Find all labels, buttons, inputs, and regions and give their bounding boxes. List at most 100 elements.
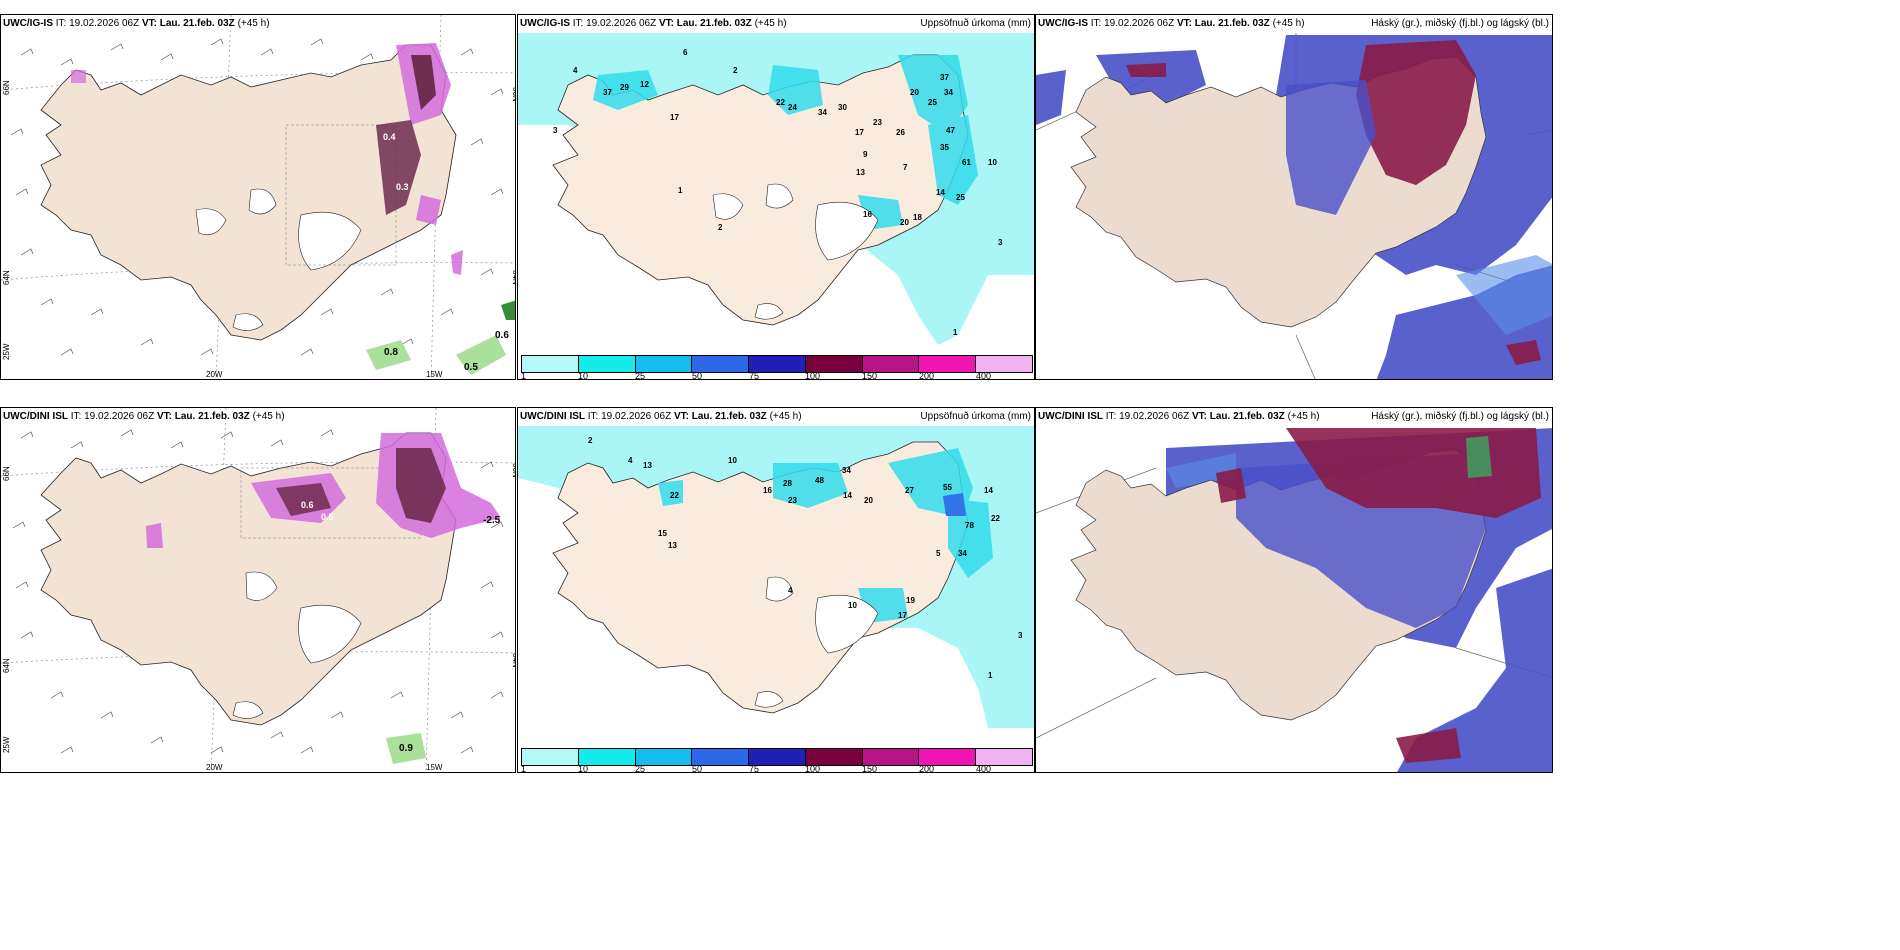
svg-text:2: 2 (733, 66, 738, 75)
svg-text:37: 37 (940, 73, 949, 82)
grid-label-66n: 66N (2, 466, 11, 481)
colorbar-tick: 50 (692, 764, 703, 773)
panel-title: UWC/IG-IS IT: 19.02.2026 06Z VT: Lau. 21… (520, 18, 787, 29)
colorbar-tick: 150 (862, 371, 878, 380)
colorbar-bin (919, 356, 977, 372)
panel-top-right-cloud-map: UWC/IG-IS IT: 19.02.2026 06Z VT: Lau. 21… (1035, 14, 1553, 380)
svg-text:17: 17 (670, 113, 679, 122)
value-label: 0.5 (464, 362, 478, 373)
model-name: UWC/DINI ISL (1038, 411, 1103, 422)
svg-text:18: 18 (913, 213, 922, 222)
colorbar-bin (976, 749, 1033, 765)
wind-barbs (10, 38, 504, 356)
svg-text:20: 20 (864, 496, 873, 505)
init-time: IT: 19.02.2026 06Z (587, 411, 672, 422)
colorbar-tick: 10 (578, 371, 589, 380)
svg-text:23: 23 (873, 118, 882, 127)
svg-text:10: 10 (988, 158, 997, 167)
svg-text:3: 3 (553, 126, 558, 135)
svg-text:3: 3 (1018, 631, 1023, 640)
svg-text:22: 22 (670, 491, 679, 500)
precip-amount-labels: 37 29 12 17 6 3 4 2 1 22 24 34 30 17 23 … (553, 48, 1003, 337)
svg-text:13: 13 (643, 461, 652, 470)
colorbar-tick: 1 (521, 764, 527, 773)
svg-text:17: 17 (898, 611, 907, 620)
init-time: IT: 19.02.2026 06Z (1090, 18, 1175, 29)
svg-text:9: 9 (863, 150, 868, 159)
grid-label-20w: 20W (206, 763, 223, 772)
panel-bottom-left-wind-map: 0.9 0.6 0.5 -2.5 66N 64N 25W 20W 15W 66N… (0, 407, 516, 773)
lead-time: (+45 h) (769, 411, 802, 422)
panel-title: UWC/DINI ISL IT: 19.02.2026 06Z VT: Lau.… (520, 411, 802, 422)
precip-heavy-shade (943, 493, 966, 516)
panel-title: UWC/IG-IS IT: 19.02.2026 06Z VT: Lau. 21… (1038, 18, 1305, 29)
colorbar-tick: 25 (635, 764, 646, 773)
svg-text:14: 14 (984, 486, 993, 495)
map-canvas: 0.9 0.6 0.5 -2.5 66N 64N 25W 20W 15W 66N… (1, 408, 515, 772)
colorbar-tick: 100 (805, 371, 821, 380)
grid-label-25w: 25W (2, 736, 11, 753)
svg-text:25: 25 (956, 193, 965, 202)
colorbar-tick: 50 (692, 371, 703, 380)
glaciers (712, 183, 879, 320)
map-canvas (1036, 428, 1552, 772)
value-label: 0.3 (396, 182, 409, 192)
model-name: UWC/IG-IS (520, 18, 570, 29)
svg-text:1: 1 (678, 186, 683, 195)
colorbar-bin (862, 356, 920, 372)
svg-text:4: 4 (788, 586, 793, 595)
colorbar-bin (692, 749, 750, 765)
colorbar-bin (919, 749, 977, 765)
cloud-low-over-land (1286, 80, 1376, 215)
svg-text:28: 28 (783, 479, 792, 488)
map-canvas: 0.4 0.3 0.8 0.6 0.5 66N 64N 25W 20W 15W … (1, 15, 515, 379)
svg-text:5: 5 (936, 549, 941, 558)
valid-time: VT: Lau. 21.feb. 03Z (673, 411, 767, 422)
svg-text:34: 34 (958, 549, 967, 558)
cloud-light-shade (1456, 255, 1552, 335)
model-name: UWC/DINI ISL (520, 411, 585, 422)
svg-text:2: 2 (588, 436, 593, 445)
panel-bottom-right-cloud-map: UWC/DINI ISL IT: 19.02.2026 06Z VT: Lau.… (1035, 407, 1553, 773)
colorbar-bin (578, 356, 636, 372)
model-name: UWC/IG-IS (3, 18, 53, 29)
panel-top-middle-precip-map: 37 29 12 17 6 3 4 2 1 22 24 34 30 17 23 … (517, 14, 1035, 380)
cloud-high-shade (1126, 40, 1541, 365)
model-name: UWC/IG-IS (1038, 18, 1088, 29)
svg-text:13: 13 (856, 168, 865, 177)
svg-text:1: 1 (953, 328, 958, 337)
panel-variable-label: Uppsöfnuð úrkoma (mm) (920, 18, 1031, 29)
grid-label-15w: 15W (426, 370, 443, 379)
svg-text:25: 25 (928, 98, 937, 107)
grid-label-64n: 64N (2, 270, 11, 285)
colorbar-bin (749, 749, 806, 765)
svg-text:27: 27 (905, 486, 914, 495)
panel-bottom-middle-precip-map: 2 4 13 22 15 13 10 16 28 23 48 34 14 20 … (517, 407, 1035, 773)
grid-label-15w: 15W (426, 763, 443, 772)
panel-variable-label: Háský (gr.), miðský (fj.bl.) og lágský (… (1371, 18, 1549, 29)
colorbar-tick: 400 (976, 764, 992, 773)
colorbar-tick: 150 (862, 764, 878, 773)
iceland-landmass (552, 54, 969, 326)
panel-title: UWC/DINI ISL IT: 19.02.2026 06Z VT: Lau.… (3, 411, 285, 422)
grid-label-66n: 66N (2, 80, 11, 95)
colorbar (521, 355, 1033, 373)
valid-time: VT: Lau. 21.feb. 03Z (658, 18, 752, 29)
precip-type-contours (71, 43, 515, 375)
panel-title: UWC/DINI ISL IT: 19.02.2026 06Z VT: Lau.… (1038, 411, 1320, 422)
svg-text:55: 55 (943, 483, 952, 492)
colorbar-ticks: 1 10 25 50 75 100 150 200 400 (521, 764, 1033, 773)
valid-time: VT: Lau. 21.feb. 03Z (141, 18, 235, 29)
svg-text:78: 78 (965, 521, 974, 530)
valid-time: VT: Lau. 21.feb. 03Z (1191, 411, 1285, 422)
glaciers (754, 576, 879, 708)
value-label: 0.6 (495, 330, 509, 341)
svg-text:13: 13 (668, 541, 677, 550)
svg-text:3: 3 (998, 238, 1003, 247)
map-canvas: 37 29 12 17 6 3 4 2 1 22 24 34 30 17 23 … (518, 33, 1034, 355)
svg-text:15: 15 (658, 529, 667, 538)
colorbar-tick: 10 (578, 764, 589, 773)
value-label: 0.5 (321, 512, 334, 522)
valid-time: VT: Lau. 21.feb. 03Z (156, 411, 250, 422)
valid-time: VT: Lau. 21.feb. 03Z (1176, 18, 1270, 29)
